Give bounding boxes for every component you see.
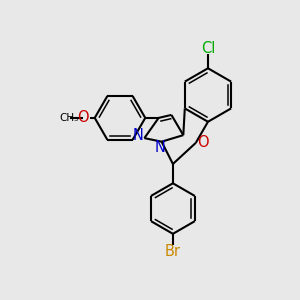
Text: CH₃: CH₃ <box>60 112 79 123</box>
Text: O: O <box>77 110 89 125</box>
Text: Cl: Cl <box>201 40 215 56</box>
Text: N: N <box>155 140 166 154</box>
Text: N: N <box>133 128 144 143</box>
Text: Br: Br <box>165 244 181 259</box>
Text: O: O <box>197 135 209 150</box>
